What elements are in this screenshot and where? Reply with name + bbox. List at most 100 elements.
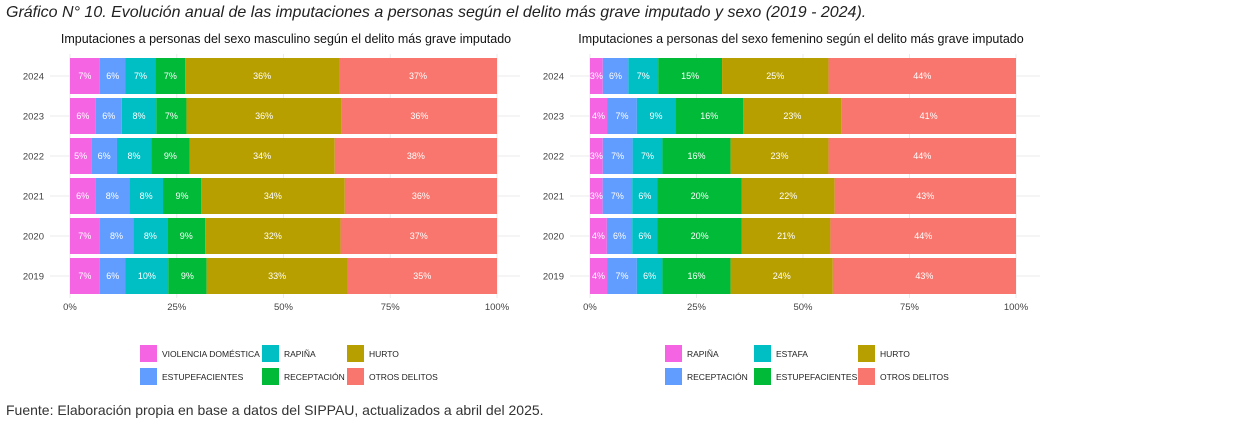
data-label: 8%: [144, 231, 157, 241]
legend-label: RECEPTACIÓN: [284, 372, 345, 382]
data-label: 9%: [180, 231, 193, 241]
legend-swatch: [347, 368, 364, 385]
bar-segment: [125, 258, 169, 294]
data-label: 36%: [412, 191, 430, 201]
legend-label: OTROS DELITOS: [880, 372, 949, 382]
data-label: 10%: [138, 271, 156, 281]
female-chart-panel: Imputaciones a personas del sexo femenin…: [543, 32, 1040, 385]
bar-segment: [185, 58, 340, 94]
bar-segment: [730, 258, 833, 294]
bar-segment: [99, 218, 134, 254]
data-label: 7%: [134, 71, 147, 81]
data-label: 7%: [78, 71, 91, 81]
bar-segment: [334, 138, 497, 174]
bar-segment: [741, 218, 831, 254]
data-label: 22%: [779, 191, 797, 201]
data-label: 6%: [638, 191, 651, 201]
bar-segment: [602, 178, 633, 214]
data-label: 44%: [913, 151, 931, 161]
bar-segment: [70, 98, 96, 134]
bar-segment: [163, 178, 202, 214]
bar-segment: [590, 58, 603, 94]
data-label: 36%: [255, 111, 273, 121]
x-tick-label: 100%: [485, 302, 510, 313]
bar-segment: [834, 178, 1016, 214]
data-label: 33%: [268, 271, 286, 281]
bar-segment: [741, 178, 835, 214]
bar-segment: [602, 58, 629, 94]
data-label: 8%: [110, 231, 123, 241]
data-label: 34%: [264, 191, 282, 201]
data-label: 6%: [643, 271, 656, 281]
legend-label: OTROS DELITOS: [369, 372, 438, 382]
data-label: 5%: [74, 151, 87, 161]
data-label: 37%: [409, 71, 427, 81]
bar-segment: [121, 98, 157, 134]
data-label: 9%: [176, 191, 189, 201]
x-tick-label: 0%: [63, 302, 77, 313]
bar-segment: [116, 138, 152, 174]
data-label: 3%: [590, 191, 603, 201]
bar-segment: [91, 138, 117, 174]
bar-segment: [730, 138, 829, 174]
legend-swatch: [347, 345, 364, 362]
bar-segment: [607, 98, 637, 134]
data-label: 44%: [913, 71, 931, 81]
data-label: 6%: [638, 231, 651, 241]
bar-segment: [590, 178, 603, 214]
bar-segment: [743, 98, 842, 134]
bar-segment: [70, 258, 100, 294]
data-label: 20%: [691, 191, 709, 201]
data-label: 6%: [98, 151, 111, 161]
data-label: 3%: [590, 71, 603, 81]
year-label: 2020: [543, 232, 564, 243]
chart-title: Imputaciones a personas del sexo femenin…: [578, 32, 1023, 46]
data-label: 9%: [181, 271, 194, 281]
data-label: 23%: [783, 111, 801, 121]
x-tick-label: 75%: [900, 302, 920, 313]
legend-label: ESTUPEFACIENTES: [776, 372, 858, 382]
data-label: 7%: [615, 111, 628, 121]
data-label: 36%: [410, 111, 428, 121]
data-label: 7%: [615, 271, 628, 281]
bar-segment: [841, 98, 1016, 134]
bar-segment: [201, 178, 345, 214]
bar-segment: [70, 218, 100, 254]
bar-segment: [657, 218, 742, 254]
legend-swatch: [754, 345, 771, 362]
data-label: 3%: [590, 151, 603, 161]
bar-segment: [607, 258, 637, 294]
year-label: 2024: [543, 72, 564, 83]
legend-swatch: [140, 345, 157, 362]
legend-swatch: [262, 345, 279, 362]
year-label: 2019: [543, 272, 564, 283]
year-label: 2021: [23, 192, 44, 203]
x-tick-label: 100%: [1004, 302, 1029, 313]
bar-segment: [151, 138, 190, 174]
data-label: 4%: [592, 271, 605, 281]
legend-label: RAPIÑA: [284, 349, 316, 359]
data-label: 6%: [76, 191, 89, 201]
data-label: 16%: [700, 111, 718, 121]
bar-segment: [339, 58, 497, 94]
data-label: 16%: [687, 271, 705, 281]
bar-segment: [662, 258, 731, 294]
bar-segment: [832, 258, 1016, 294]
bar-segment: [636, 98, 676, 134]
bar-segment: [168, 258, 207, 294]
legend-swatch: [140, 368, 157, 385]
bar-segment: [155, 58, 186, 94]
chart-title: Imputaciones a personas del sexo masculi…: [61, 32, 511, 46]
bar-segment: [340, 218, 497, 254]
legend-label: ESTUPEFACIENTES: [162, 372, 244, 382]
data-label: 8%: [128, 151, 141, 161]
legend-swatch: [262, 368, 279, 385]
x-tick-label: 75%: [381, 302, 401, 313]
page-title: Gráfico N° 10. Evolución anual de las im…: [6, 4, 867, 21]
legend-label: HURTO: [369, 349, 399, 359]
bar-segment: [828, 58, 1016, 94]
data-label: 6%: [613, 231, 626, 241]
data-label: 8%: [133, 111, 146, 121]
year-label: 2022: [543, 152, 564, 163]
charts-svg: Imputaciones a personas del sexo masculi…: [23, 32, 1040, 385]
